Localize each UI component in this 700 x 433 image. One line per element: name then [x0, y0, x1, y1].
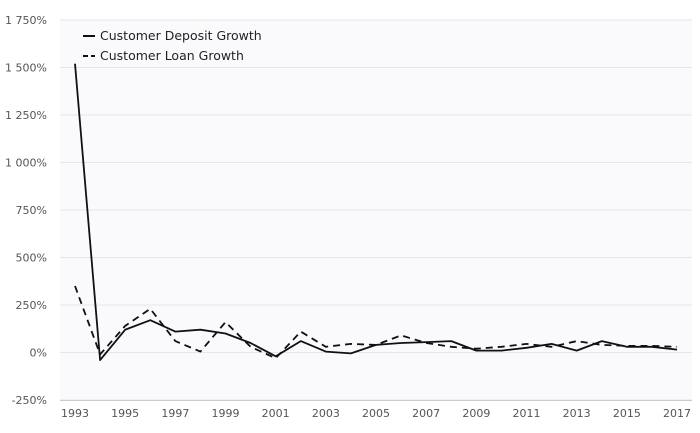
x-tick-label: 1993 [61, 407, 89, 420]
x-tick-label: 2005 [362, 407, 390, 420]
y-tick-label: 1 000% [5, 157, 47, 170]
legend-label: Customer Deposit Growth [100, 28, 262, 43]
y-tick-label: 500% [16, 252, 47, 265]
y-tick-label: 1 500% [5, 62, 47, 75]
x-tick-label: 2017 [663, 407, 691, 420]
y-tick-label: 750% [16, 204, 47, 217]
x-tick-label: 2015 [613, 407, 641, 420]
x-tick-label: 2013 [563, 407, 591, 420]
y-tick-label: -250% [12, 394, 47, 407]
x-tick-label: 1995 [111, 407, 139, 420]
x-axis: 1993 1995 1997 1999 2001 2003 2005 2007 2009 2011… [60, 400, 692, 420]
x-tick-label: 2003 [312, 407, 340, 420]
y-tick-label: 1 250% [5, 109, 47, 122]
grid-lines [60, 19, 692, 401]
y-tick-label: 250% [16, 299, 47, 312]
x-tick-label: 2011 [513, 407, 541, 420]
series-line-customer-loan-growth [74, 285, 678, 360]
y-axis: 1 750% 1 500% 1 250% 1 000% 750% 500% 250% 0% -2… [5, 14, 47, 407]
legend: Customer Deposit Growth Customer Loan Gro… [83, 28, 262, 63]
x-tick-label: 1997 [161, 407, 189, 420]
x-tick-label: 1999 [212, 407, 240, 420]
y-tick-label: 0% [30, 347, 47, 360]
x-tick-label: 2007 [412, 407, 440, 420]
x-tick-label: 2009 [462, 407, 490, 420]
legend-label: Customer Loan Growth [100, 48, 244, 63]
x-tick-label: 2001 [262, 407, 290, 420]
series-lines [74, 63, 678, 362]
y-tick-label: 1 750% [5, 14, 47, 27]
